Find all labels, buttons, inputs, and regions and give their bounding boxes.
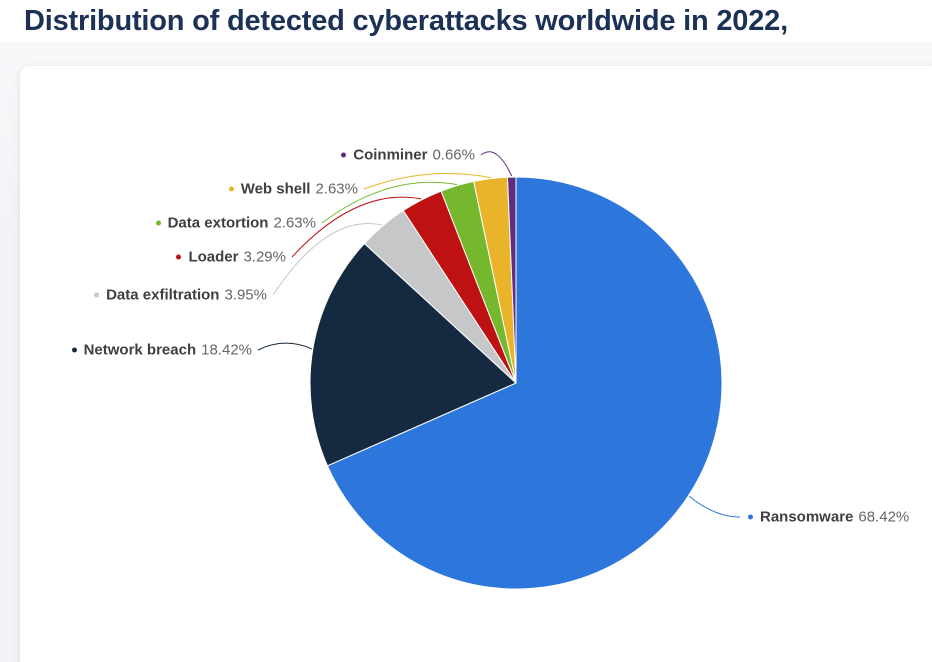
- legend-dot-icon: [748, 514, 753, 520]
- pie-label-value: 3.95%: [224, 286, 267, 304]
- pie-label-data-extortion[interactable]: Data extortion 2.63%: [155, 214, 316, 232]
- legend-dot-icon: [155, 220, 161, 226]
- connector-data-extortion: [321, 181, 457, 224]
- connector-data-exfiltration: [272, 223, 383, 296]
- pie-label-coinminer[interactable]: Coinminer 0.66%: [341, 148, 475, 163]
- pie-label-name: Data extortion: [167, 214, 269, 232]
- legend-dot-icon: [341, 152, 347, 158]
- pie-label-loader[interactable]: Loader 3.29%: [176, 250, 286, 265]
- connector-network-breach: [257, 342, 313, 351]
- pie-label-value: 18.42%: [201, 341, 252, 359]
- pie-label-value: 68.42%: [858, 508, 910, 526]
- connector-coinminer: [480, 151, 513, 177]
- pie-label-value: 3.29%: [243, 248, 286, 266]
- pie-label-name: Loader: [188, 248, 239, 266]
- pie-slice-coinminer[interactable]: [506, 176, 517, 384]
- pie-label-ransomware[interactable]: Ransomware 68.42%: [748, 510, 909, 525]
- pie-label-value: 2.63%: [273, 214, 316, 232]
- pie-label-name: Network breach: [83, 341, 197, 359]
- connector-ransomware: [688, 495, 741, 518]
- pie-label-name: Data exfiltration: [106, 286, 220, 304]
- connector-web-shell: [363, 173, 491, 190]
- pie-slice-ransomware[interactable]: [326, 176, 723, 590]
- chart-title: Distribution of detected cyberattacks wo…: [24, 5, 788, 37]
- legend-dot-icon: [228, 186, 234, 192]
- legend-dot-icon: [71, 347, 77, 353]
- connector-loader: [291, 196, 422, 258]
- pie-label-value: 2.63%: [315, 180, 358, 198]
- pie-label-network-breach[interactable]: Network breach 18.42%: [71, 341, 252, 359]
- pie-label-value: 0.66%: [432, 146, 475, 164]
- legend-dot-icon: [176, 254, 182, 260]
- pie-label-name: Web shell: [240, 180, 311, 198]
- pie-label-name: Coinminer: [353, 146, 428, 164]
- pie-label-web-shell[interactable]: Web shell 2.63%: [228, 180, 358, 198]
- pie-label-data-exfiltration[interactable]: Data exfiltration 3.95%: [94, 288, 267, 303]
- legend-dot-icon: [94, 292, 100, 298]
- pie-label-name: Ransomware: [760, 508, 854, 526]
- pie-slice-network-breach[interactable]: [309, 242, 517, 467]
